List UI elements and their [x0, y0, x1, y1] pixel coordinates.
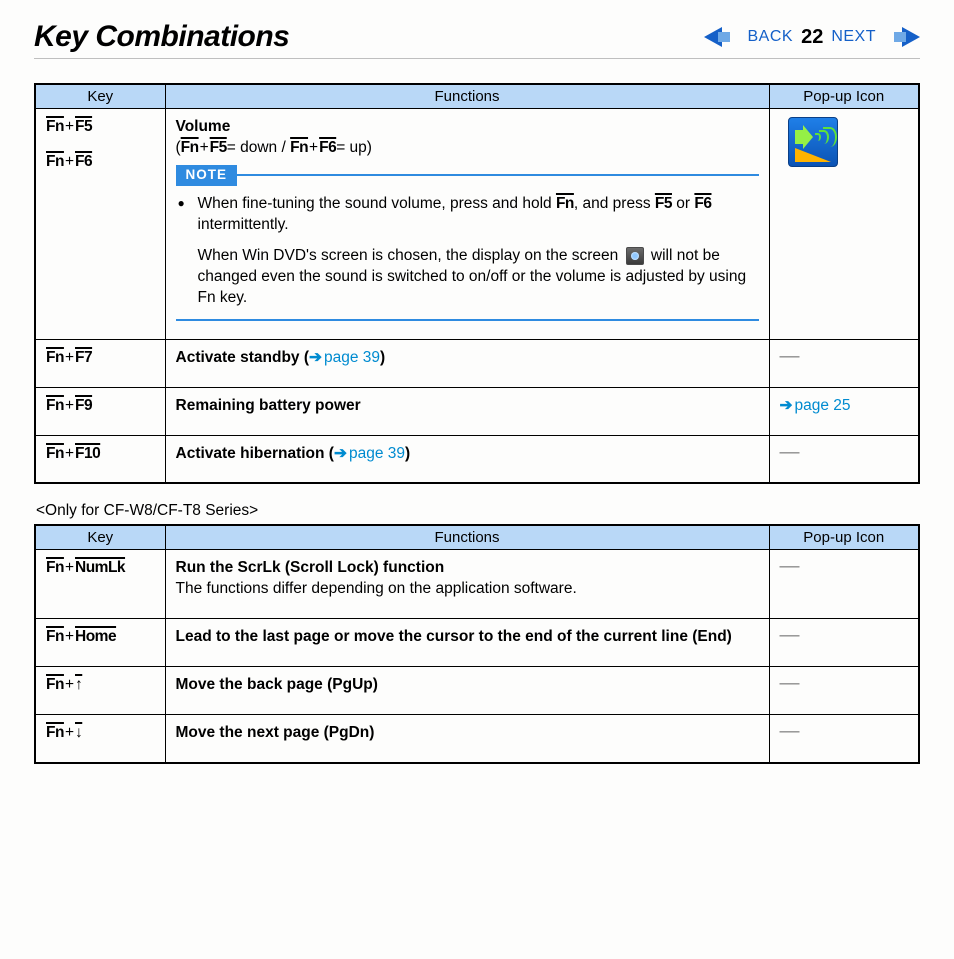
page-number: 22 — [801, 26, 823, 49]
col-func: Functions — [165, 84, 769, 109]
dash-icon: — — [780, 345, 800, 367]
table-row: Fn+Home Lead to the last page or move th… — [35, 619, 919, 667]
func-sub: The functions differ depending on the ap… — [176, 579, 759, 600]
col-func: Functions — [165, 525, 769, 550]
key-cell: Fn+F7 — [35, 339, 165, 387]
func-cell: Lead to the last page or move the cursor… — [165, 619, 769, 667]
table-row: Fn+F10 Activate hibernation (➔page 39) — — [35, 435, 919, 483]
note-list: When fine-tuning the sound volume, press… — [176, 194, 759, 309]
note-line — [237, 174, 758, 176]
table-row: Fn+↓ Move the next page (PgDn) — — [35, 715, 919, 763]
col-key: Key — [35, 84, 165, 109]
key-cell: Fn+F10 — [35, 435, 165, 483]
table-row: Fn+F9 Remaining battery power ➔page 25 — [35, 387, 919, 435]
key-table-2: Key Functions Pop-up Icon Fn+NumLk Run t… — [34, 524, 920, 764]
key-fn: Fn — [46, 153, 64, 170]
next-arrow-icon[interactable] — [882, 26, 920, 48]
next-label[interactable]: NEXT — [831, 28, 876, 46]
col-key: Key — [35, 525, 165, 550]
dvd-screen-icon — [626, 247, 644, 265]
table-row: Fn+F5 Fn+F6 Volume (Fn+F5= down / Fn+F6=… — [35, 109, 919, 340]
icon-cell: ➔page 25 — [769, 387, 919, 435]
key-cell: Fn+F5 Fn+F6 — [35, 109, 165, 340]
note-bar: NOTE — [176, 165, 759, 186]
key-cell: Fn+NumLk — [35, 550, 165, 619]
table-header-row: Key Functions Pop-up Icon — [35, 525, 919, 550]
section-subhead: <Only for CF-W8/CF-T8 Series> — [36, 502, 920, 520]
link-arrow-icon: ➔ — [309, 349, 322, 366]
back-arrow-icon[interactable] — [704, 26, 742, 48]
key-fn: Fn — [46, 118, 64, 135]
col-icon: Pop-up Icon — [769, 525, 919, 550]
page-nav: BACK 22 NEXT — [704, 26, 921, 49]
func-cell: Activate hibernation (➔page 39) — [165, 435, 769, 483]
table-row: Fn+F7 Activate standby (➔page 39) — — [35, 339, 919, 387]
table-row: Fn+NumLk Run the ScrLk (Scroll Lock) fun… — [35, 550, 919, 619]
back-label[interactable]: BACK — [748, 28, 794, 46]
key-cell: Fn+Home — [35, 619, 165, 667]
key-cell: Fn+↑ — [35, 667, 165, 715]
func-title: Volume — [176, 117, 759, 138]
table-row: Fn+↑ Move the back page (PgUp) — — [35, 667, 919, 715]
topbar: Key Combinations BACK 22 NEXT — [34, 20, 920, 59]
note-bottom-line — [176, 319, 759, 321]
func-cell: Run the ScrLk (Scroll Lock) function The… — [165, 550, 769, 619]
key-cell: Fn+↓ — [35, 715, 165, 763]
func-cell: Move the next page (PgDn) — [165, 715, 769, 763]
icon-cell — [769, 109, 919, 340]
page-title: Key Combinations — [34, 20, 289, 54]
dash-icon: — — [780, 672, 800, 694]
icon-cell: — — [769, 667, 919, 715]
page-link[interactable]: page 39 — [324, 349, 380, 366]
icon-cell: — — [769, 550, 919, 619]
icon-cell: — — [769, 435, 919, 483]
note-badge: NOTE — [176, 165, 238, 186]
func-detail: (Fn+F5= down / Fn+F6= up) — [176, 138, 759, 159]
dash-icon: — — [780, 555, 800, 577]
icon-cell: — — [769, 715, 919, 763]
link-arrow-icon: ➔ — [334, 445, 347, 462]
key-cell: Fn+F9 — [35, 387, 165, 435]
note-item: When fine-tuning the sound volume, press… — [198, 194, 759, 309]
table-header-row: Key Functions Pop-up Icon — [35, 84, 919, 109]
volume-popup-icon — [788, 117, 838, 167]
func-cell: Move the back page (PgUp) — [165, 667, 769, 715]
page-link[interactable]: page 39 — [349, 445, 405, 462]
link-arrow-icon: ➔ — [780, 397, 793, 414]
func-title: Run the ScrLk (Scroll Lock) function — [176, 558, 759, 579]
col-icon: Pop-up Icon — [769, 84, 919, 109]
key-table-1: Key Functions Pop-up Icon Fn+F5 Fn+F6 Vo… — [34, 83, 920, 484]
page-link[interactable]: page 25 — [795, 397, 851, 414]
func-cell: Remaining battery power — [165, 387, 769, 435]
dash-icon: — — [780, 720, 800, 742]
func-cell: Activate standby (➔page 39) — [165, 339, 769, 387]
func-cell: Volume (Fn+F5= down / Fn+F6= up) NOTE Wh… — [165, 109, 769, 340]
key-f5: F5 — [75, 118, 92, 135]
icon-cell: — — [769, 619, 919, 667]
key-f6: F6 — [75, 153, 92, 170]
dash-icon: — — [780, 624, 800, 646]
dash-icon: — — [780, 441, 800, 463]
icon-cell: — — [769, 339, 919, 387]
